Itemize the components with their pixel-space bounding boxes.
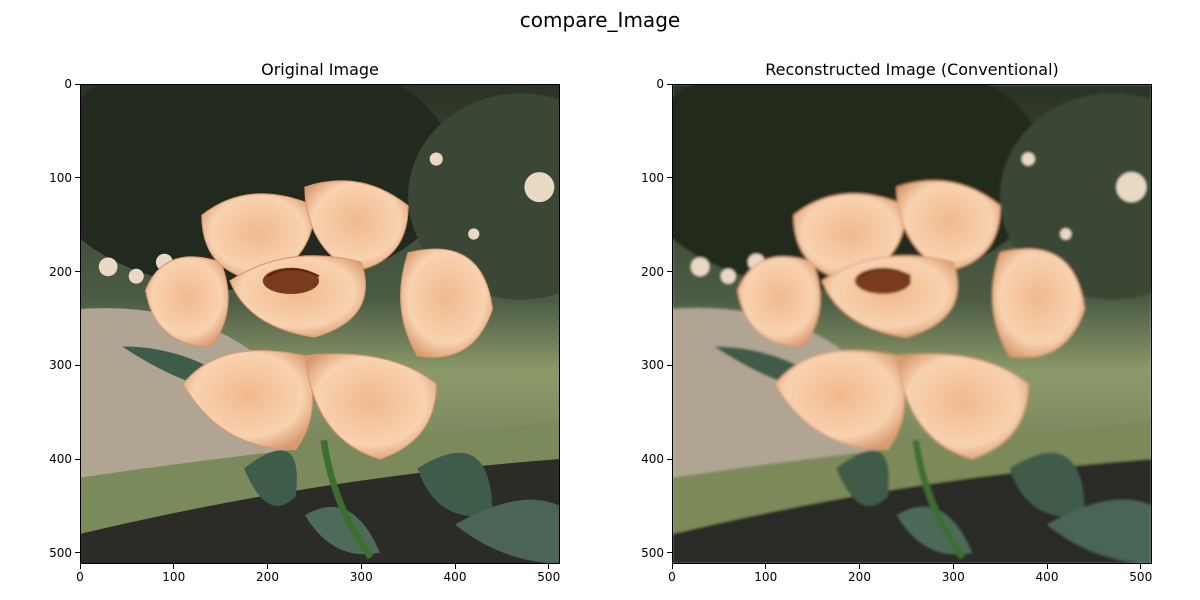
rose-center (262, 267, 320, 294)
petal (304, 180, 409, 273)
background-flower (690, 257, 710, 277)
y-tick-label: 300 (641, 358, 664, 373)
leaf (417, 452, 493, 517)
x-tick (1140, 564, 1142, 569)
scene-group (672, 84, 1152, 564)
petal (896, 353, 1029, 460)
rose-center (854, 267, 912, 294)
y-tick-label: 500 (641, 545, 664, 560)
y-tick-label: 100 (49, 170, 72, 185)
y-tick (667, 177, 672, 179)
y-tick (75, 458, 80, 460)
x-tick-label: 300 (941, 570, 965, 584)
y-tick-label: 400 (641, 452, 664, 466)
petal (774, 350, 906, 451)
x-tick-label: 500 (537, 570, 561, 584)
y-tick (667, 364, 672, 366)
stem (912, 439, 966, 560)
axes-frame (672, 84, 1152, 564)
x-tick (765, 564, 767, 569)
petal (992, 248, 1086, 358)
y-tick-label: 0 (64, 77, 72, 91)
petal (821, 255, 958, 338)
y-tick (667, 458, 672, 460)
image-axes-original: 0 0 100 100 200 200 300 300 400 400 500 500 (49, 77, 560, 584)
x-tick (267, 564, 268, 569)
image-axes-reconstructed: 0 0 100 100 200 200 300 300 400 400 500 500 (641, 77, 1152, 584)
y-tick-label: 100 (641, 170, 664, 185)
bush-right (1000, 93, 1152, 300)
y-tick-label: 400 (49, 452, 72, 466)
stem (320, 439, 374, 560)
y-tick-label: 300 (49, 358, 72, 373)
x-tick (952, 564, 954, 569)
x-tick-label: 400 (443, 570, 467, 584)
y-tick-label: 200 (641, 264, 664, 279)
leaf (1047, 499, 1152, 564)
rose-image-reconstructed (672, 84, 1152, 564)
scene-group (80, 84, 560, 564)
petal (896, 180, 1001, 273)
background-flower (1060, 228, 1072, 240)
x-tick-label: 400 (1035, 570, 1059, 584)
x-tick (1046, 564, 1048, 569)
y-tick (75, 83, 80, 85)
panel-title-original: Original Image (261, 60, 379, 79)
y-tick (75, 177, 80, 179)
background-flower (468, 228, 480, 240)
stamens (859, 268, 912, 278)
y-tick (75, 364, 80, 366)
background-flower (128, 268, 144, 284)
x-tick (79, 564, 81, 569)
y-tick-label: 200 (49, 264, 72, 279)
x-tick (671, 564, 673, 569)
petal (304, 353, 437, 460)
stamens (267, 268, 320, 278)
petal (182, 350, 314, 451)
y-tick (667, 83, 672, 85)
leaf (455, 499, 560, 564)
background-flower (429, 152, 443, 166)
x-tick (173, 564, 175, 569)
background-flower (1116, 172, 1147, 203)
y-tick (75, 271, 80, 272)
x-tick-label: 300 (349, 570, 373, 584)
petal (400, 248, 494, 358)
background-flower (98, 257, 118, 277)
background-flower (1021, 152, 1035, 166)
petal (229, 255, 366, 338)
figure-suptitle: compare_Image (519, 8, 681, 32)
y-tick (667, 552, 672, 554)
leaf (1009, 452, 1085, 517)
axes-frame (80, 84, 560, 564)
bush-right (408, 93, 560, 300)
x-tick-label: 200 (256, 570, 279, 584)
x-tick (859, 564, 860, 569)
background-flower (720, 268, 736, 284)
leaf (244, 450, 297, 506)
x-tick (454, 564, 456, 569)
background-flower (524, 172, 555, 203)
y-tick (667, 271, 672, 272)
leaf (836, 450, 889, 506)
petal (737, 256, 821, 348)
x-tick (548, 564, 550, 569)
x-tick-label: 0 (76, 570, 84, 584)
y-tick (75, 552, 80, 554)
x-tick-label: 100 (754, 570, 778, 584)
y-tick-label: 0 (656, 77, 664, 91)
x-tick (360, 564, 362, 569)
rose-image-original (80, 84, 560, 564)
x-tick-label: 0 (668, 570, 676, 584)
x-tick-label: 500 (1129, 570, 1153, 584)
petal (145, 256, 229, 348)
y-tick-label: 500 (49, 545, 72, 560)
x-tick-label: 200 (848, 570, 871, 584)
x-tick-label: 100 (162, 570, 186, 584)
panel-title-reconstructed: Reconstructed Image (Conventional) (765, 60, 1059, 79)
